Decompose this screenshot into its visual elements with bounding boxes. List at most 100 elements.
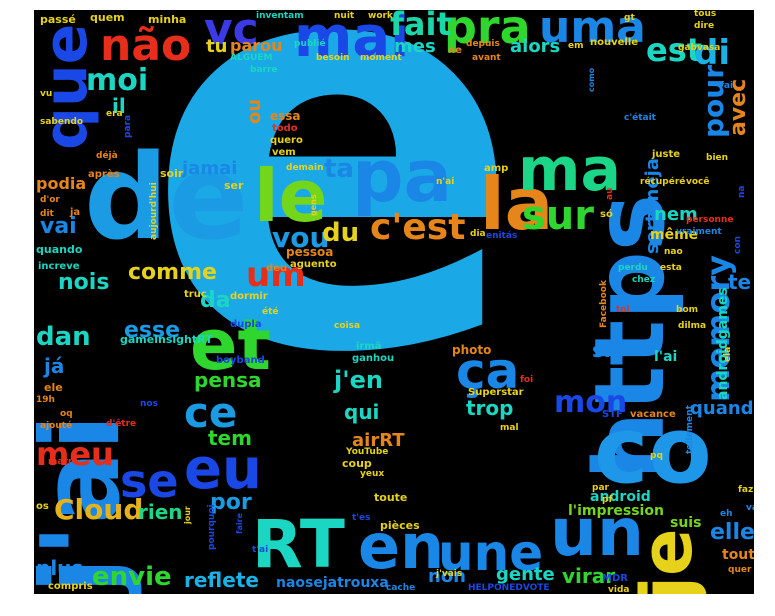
word-dan: dan	[36, 322, 91, 352]
word-quand: quand	[690, 398, 754, 419]
word-ja: ja	[70, 207, 81, 218]
word-publie: publié	[294, 39, 326, 49]
word-gt: gt	[624, 13, 635, 23]
word-superstar: Superstar	[468, 387, 524, 398]
word-vida: vida	[608, 585, 630, 595]
word-quer: quer	[728, 565, 752, 575]
word-pourquoi: pourquoi	[207, 504, 217, 550]
word-toi: toi	[616, 305, 630, 315]
word-tai: t'ai	[252, 545, 269, 555]
word-du: du	[322, 218, 360, 248]
word-ca: ça	[456, 342, 520, 400]
word-esse: esse	[124, 318, 181, 343]
word-gens: gens	[309, 194, 318, 216]
word-eu: eu	[184, 437, 262, 502]
word-passe: passé	[40, 13, 76, 26]
word-dilma: dilma	[678, 321, 707, 331]
word-nao-small: nao	[664, 247, 683, 257]
word-limpression: l'impression	[568, 503, 664, 519]
word-eh: eh	[720, 509, 733, 519]
word-os: os	[36, 501, 49, 512]
word-era: era	[106, 109, 123, 119]
word-como: como	[587, 67, 596, 92]
word-nuit: nuit	[334, 11, 355, 21]
word-na: na	[737, 185, 747, 198]
word-par: par	[592, 483, 609, 493]
word-bom: bom	[676, 305, 699, 315]
word-por: por	[210, 490, 252, 515]
word-enitas: enitás	[486, 231, 518, 241]
word-da: da	[200, 288, 231, 313]
word-en: en	[358, 510, 445, 583]
word-pieces: pièces	[380, 519, 420, 532]
word-si: si	[592, 338, 611, 362]
word-nouvelle: nouvelle	[590, 37, 639, 48]
word-nois: nois	[58, 270, 110, 295]
word-ou: ou	[244, 98, 265, 124]
word-um: um	[246, 255, 306, 295]
word-moment: moment	[360, 53, 402, 63]
word-moi: moi	[86, 63, 149, 98]
word-mai: mai	[294, 10, 410, 70]
word-virar: virar	[562, 564, 616, 588]
word-alors: alors	[510, 36, 561, 57]
word-mdr: MDR	[602, 573, 628, 584]
word-ajoute: ajouté	[40, 421, 73, 431]
word-alguem: ALGUEM	[230, 53, 273, 63]
word-au: au	[605, 187, 615, 200]
word-vraiment: vraiment	[676, 227, 722, 237]
word-truc: truc	[184, 289, 207, 300]
word-cloud: Cloud	[54, 493, 144, 526]
word-nai: n'ai	[436, 177, 455, 187]
word-yeux: yeux	[360, 469, 385, 479]
word-est: est	[646, 31, 703, 69]
word-androidgames: androidgames	[715, 287, 731, 400]
word-tous: tous	[694, 10, 717, 19]
word-ela: ela	[723, 346, 733, 362]
word-tes: t'es	[352, 513, 371, 523]
word-gameinsightrt: gameinsightRT	[120, 333, 213, 346]
word-photo: photo	[452, 343, 492, 357]
word-uma: uma	[539, 10, 646, 53]
word-android: android	[590, 489, 651, 505]
word-vem: vem	[272, 147, 296, 158]
word-depuis: depuis	[466, 39, 500, 49]
word-personne: personne	[686, 215, 734, 225]
word-trop: trop	[466, 396, 514, 420]
word-ne: ne	[448, 45, 462, 56]
word-cest: c'est	[370, 207, 466, 248]
word-dit: dit	[40, 209, 54, 219]
word-dor: d'or	[40, 195, 60, 205]
word-ser: ser	[224, 179, 244, 192]
word-sabendo: sabendo	[40, 117, 84, 127]
word-coisa: coisa	[334, 321, 361, 331]
word-perdu: perdu	[618, 263, 648, 273]
word-plus: plus	[36, 556, 84, 580]
word-non: non	[428, 566, 466, 587]
word-rt: RT	[252, 506, 345, 583]
word-dupla: dupla	[230, 319, 262, 330]
word-de: de	[84, 128, 249, 266]
word-naosejatrouxa: naosejatrouxa	[276, 575, 389, 591]
word-essa: essa	[270, 109, 301, 123]
word-aguento: aguento	[290, 259, 337, 270]
word-detre: d'être	[106, 419, 137, 429]
word-dia: dia	[470, 229, 486, 239]
word-tu: tu	[206, 36, 228, 57]
word-faire: faire	[235, 513, 244, 534]
word-jvais: j'vais	[436, 569, 463, 579]
word-increve: increve	[38, 261, 80, 272]
word-voce: você	[686, 177, 710, 187]
word-pa: pa	[352, 134, 453, 218]
word-recupere: récupéré	[640, 177, 686, 187]
word-pessoa: pessoa	[286, 245, 334, 259]
word-ganhou: ganhou	[352, 353, 395, 364]
word-ma: ma	[518, 135, 622, 205]
word-demain: demain	[286, 163, 324, 173]
word-elle: elle	[710, 520, 754, 545]
word-stf: STF	[602, 409, 623, 420]
word-todo: todo	[272, 123, 298, 134]
word-work: work	[368, 11, 393, 21]
word-jour: jour	[183, 506, 192, 524]
word-cache: cache	[386, 583, 416, 593]
